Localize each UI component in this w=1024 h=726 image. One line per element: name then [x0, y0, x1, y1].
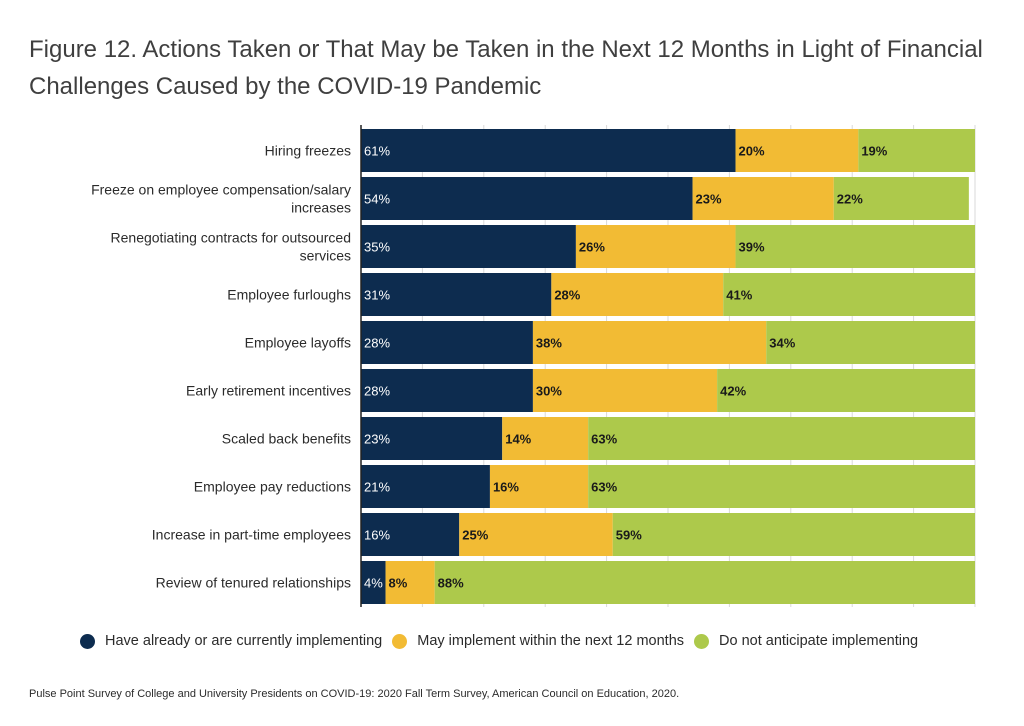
- legend-marker: [80, 633, 95, 649]
- data-label: 63%: [591, 480, 617, 495]
- data-label: 19%: [861, 144, 887, 159]
- data-label: 23%: [364, 432, 390, 447]
- legend-label: Do not anticipate implementing: [719, 633, 919, 649]
- legend-marker: [694, 633, 710, 649]
- bar-segment: [692, 177, 834, 220]
- bar-segment: [735, 225, 975, 268]
- bar-segment: [502, 417, 589, 460]
- bar-segment: [361, 273, 552, 316]
- bar-segment: [723, 273, 975, 316]
- bar-segment: [588, 465, 975, 508]
- data-label: 30%: [536, 384, 562, 399]
- data-label: 59%: [616, 528, 642, 543]
- bar-segment: [766, 321, 975, 364]
- bar-segment: [361, 177, 693, 220]
- category-label: Employee layoffs: [245, 335, 351, 351]
- data-label: 35%: [364, 240, 390, 255]
- labels: Hiring freezes 61% 20% 19% Freeze on employe…: [91, 143, 888, 591]
- data-label: 39%: [739, 240, 765, 255]
- legend-item-implementing: Have already or are currently implementi…: [80, 633, 382, 649]
- chart-title: Figure 12. Actions Taken or That May be …: [29, 36, 983, 100]
- data-label: 63%: [591, 432, 617, 447]
- bar-segment: [735, 129, 859, 172]
- bar-segment: [361, 225, 576, 268]
- data-label: 38%: [536, 336, 562, 351]
- legend-item-may-implement: May implement within the next 12 months: [392, 633, 684, 649]
- data-label: 16%: [493, 480, 519, 495]
- bar-segment: [575, 225, 736, 268]
- bar-segment: [459, 513, 613, 556]
- bar-segment: [551, 273, 724, 316]
- bar-segment: [361, 561, 386, 604]
- source-note: Pulse Point Survey of College and Univer…: [29, 688, 680, 700]
- category-label: Employee furloughs: [227, 287, 351, 303]
- data-label: 41%: [726, 288, 752, 303]
- data-label: 26%: [579, 240, 605, 255]
- data-label: 23%: [696, 192, 722, 207]
- data-label: 21%: [364, 480, 390, 495]
- bar-segment: [489, 465, 589, 508]
- bar-segment: [612, 513, 975, 556]
- bar-segment: [361, 129, 736, 172]
- category-label: Early retirement incentives: [186, 383, 351, 399]
- legend-label: May implement within the next 12 months: [417, 633, 685, 649]
- data-label: 8%: [389, 576, 408, 591]
- legend-item-not-anticipate: Do not anticipate implementing: [694, 633, 918, 649]
- data-label: 22%: [837, 192, 863, 207]
- bar-segment: [532, 321, 767, 364]
- category-label: Hiring freezes: [265, 143, 351, 159]
- bar-segment: [361, 513, 460, 556]
- data-label: 28%: [364, 384, 390, 399]
- data-label: 34%: [769, 336, 795, 351]
- data-label: 88%: [438, 576, 464, 591]
- legend: Have already or are currently implementi…: [80, 633, 928, 649]
- stacked-bar-chart: Hiring freezes 61% 20% 19% Freeze on employe…: [91, 125, 976, 607]
- data-label: 54%: [364, 192, 390, 207]
- data-label: 61%: [364, 144, 390, 159]
- bar-segment: [588, 417, 975, 460]
- legend-marker: [392, 633, 408, 649]
- bar-segment: [361, 321, 533, 364]
- category-label: Freeze on employee compensation/salary in…: [91, 182, 351, 216]
- category-label: Increase in part-time employees: [152, 527, 351, 543]
- bar-segment: [717, 369, 975, 412]
- bars: [361, 129, 975, 604]
- data-label: 28%: [554, 288, 580, 303]
- category-label: Review of tenured relationships: [156, 575, 351, 591]
- bar-segment: [361, 417, 503, 460]
- category-label: Scaled back benefits: [222, 431, 351, 447]
- data-label: 16%: [364, 528, 390, 543]
- bar-segment: [361, 465, 490, 508]
- data-label: 4%: [364, 576, 383, 591]
- category-label: Renegotiating contracts for outsourced se…: [111, 230, 351, 264]
- bar-segment: [833, 177, 969, 220]
- data-label: 14%: [505, 432, 531, 447]
- data-label: 25%: [462, 528, 488, 543]
- data-label: 28%: [364, 336, 390, 351]
- data-label: 20%: [739, 144, 765, 159]
- bar-segment: [434, 561, 975, 604]
- data-label: 31%: [364, 288, 390, 303]
- category-label: Employee pay reductions: [194, 479, 351, 495]
- bar-segment: [361, 369, 533, 412]
- legend-label: Have already or are currently implementi…: [105, 633, 383, 649]
- data-label: 42%: [720, 384, 746, 399]
- bar-segment: [385, 561, 435, 604]
- bar-segment: [858, 129, 975, 172]
- bar-segment: [532, 369, 718, 412]
